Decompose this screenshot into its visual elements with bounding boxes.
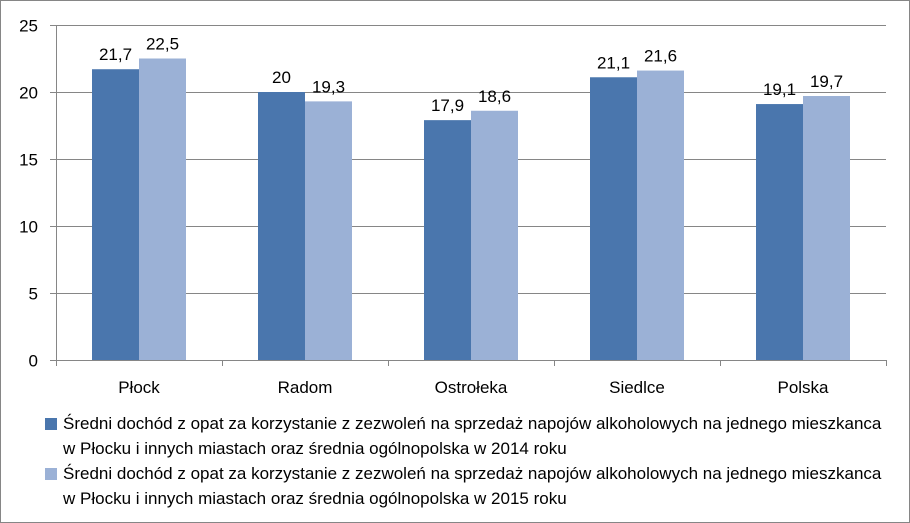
bar: [305, 101, 352, 360]
bar-chart: 0 5 10 15 20 25 21,7 22,5 Płock 20 19,3 Radom 17,9 18…: [19, 17, 887, 397]
legend-swatch-2015: [45, 468, 57, 480]
y-tick-label: 20: [19, 84, 38, 103]
bar: [803, 96, 850, 361]
data-label: 20: [272, 68, 291, 87]
data-label: 21,1: [597, 53, 630, 72]
bar: [590, 77, 637, 360]
legend: Średni dochód z opat za korzystanie z ze…: [45, 411, 895, 511]
data-label: 22,5: [146, 35, 179, 54]
y-tick-label: 10: [19, 218, 38, 237]
bar: [258, 92, 305, 360]
x-tick-label: Radom: [278, 378, 333, 397]
y-tick-label: 15: [19, 151, 38, 170]
bar: [471, 110, 518, 360]
x-tick-label: Ostrołeka: [435, 378, 508, 397]
bar: [139, 58, 186, 360]
x-tick-label: Siedlce: [609, 378, 665, 397]
data-label: 21,7: [99, 45, 132, 64]
x-tick-label: Polska: [777, 378, 829, 397]
y-tick-label: 5: [29, 285, 38, 304]
legend-swatch-2014: [45, 418, 57, 430]
data-label: 17,9: [431, 96, 464, 115]
data-label: 18,6: [478, 87, 511, 106]
bar: [424, 120, 471, 360]
bar: [92, 69, 139, 360]
bar: [756, 104, 803, 360]
data-label: 19,7: [810, 72, 843, 91]
data-label: 19,1: [763, 80, 796, 99]
legend-label-2015: Średni dochód z opat za korzystanie z ze…: [63, 464, 882, 508]
legend-item-2014: Średni dochód z opat za korzystanie z ze…: [45, 411, 895, 461]
legend-label-2014: Średni dochód z opat za korzystanie z ze…: [63, 414, 882, 458]
bar: [637, 70, 684, 360]
x-tick-label: Płock: [118, 378, 160, 397]
y-tick-label: 0: [29, 352, 38, 371]
y-tick-label: 25: [19, 17, 38, 36]
legend-item-2015: Średni dochód z opat za korzystanie z ze…: [45, 461, 895, 511]
data-label: 19,3: [312, 77, 345, 96]
data-label: 21,6: [644, 47, 677, 66]
